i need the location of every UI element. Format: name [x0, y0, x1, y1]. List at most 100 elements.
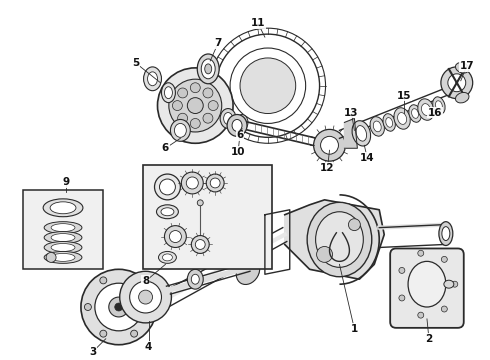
Circle shape: [178, 113, 188, 123]
Ellipse shape: [44, 242, 82, 253]
Circle shape: [181, 172, 203, 194]
Circle shape: [448, 74, 466, 92]
Circle shape: [210, 178, 220, 188]
Ellipse shape: [51, 224, 75, 231]
Ellipse shape: [44, 222, 82, 234]
Ellipse shape: [240, 58, 295, 113]
Bar: [143, 165, 272, 269]
Circle shape: [203, 113, 213, 123]
Ellipse shape: [433, 97, 445, 114]
Ellipse shape: [169, 79, 222, 132]
Ellipse shape: [456, 93, 469, 103]
Circle shape: [208, 100, 218, 111]
Circle shape: [95, 283, 143, 331]
Circle shape: [100, 277, 107, 284]
Ellipse shape: [216, 34, 319, 137]
Circle shape: [320, 136, 339, 154]
Circle shape: [314, 129, 345, 161]
Text: 13: 13: [344, 108, 359, 117]
Ellipse shape: [227, 114, 247, 136]
Circle shape: [120, 271, 172, 323]
Text: 10: 10: [231, 147, 245, 157]
Ellipse shape: [418, 99, 434, 120]
Ellipse shape: [307, 202, 372, 277]
Ellipse shape: [421, 104, 431, 116]
Ellipse shape: [383, 114, 395, 131]
Circle shape: [46, 252, 56, 262]
Text: 16: 16: [428, 108, 442, 117]
Circle shape: [131, 330, 138, 337]
Ellipse shape: [205, 64, 212, 74]
Circle shape: [81, 269, 156, 345]
Circle shape: [206, 174, 224, 192]
Ellipse shape: [161, 208, 174, 216]
Circle shape: [165, 226, 186, 247]
Ellipse shape: [239, 118, 245, 127]
Ellipse shape: [373, 121, 381, 132]
Ellipse shape: [397, 113, 407, 125]
Ellipse shape: [162, 83, 175, 103]
Ellipse shape: [165, 87, 172, 99]
Ellipse shape: [408, 261, 446, 307]
Ellipse shape: [237, 262, 259, 280]
Ellipse shape: [316, 212, 363, 267]
Circle shape: [159, 179, 175, 195]
Ellipse shape: [50, 202, 76, 214]
Circle shape: [190, 83, 200, 93]
Ellipse shape: [412, 109, 418, 118]
Ellipse shape: [44, 231, 82, 243]
Ellipse shape: [44, 251, 82, 264]
Ellipse shape: [394, 108, 410, 129]
Text: 7: 7: [215, 38, 222, 48]
Ellipse shape: [236, 258, 260, 284]
Ellipse shape: [386, 118, 392, 127]
Ellipse shape: [197, 54, 219, 84]
Ellipse shape: [442, 227, 450, 240]
Text: 17: 17: [460, 61, 474, 71]
Ellipse shape: [144, 67, 162, 91]
Circle shape: [348, 219, 360, 231]
Ellipse shape: [191, 274, 199, 284]
Circle shape: [154, 174, 180, 200]
Circle shape: [399, 267, 405, 273]
Circle shape: [190, 118, 200, 129]
Circle shape: [418, 312, 424, 318]
Text: 11: 11: [251, 18, 265, 28]
Text: 1: 1: [351, 324, 358, 334]
Ellipse shape: [409, 105, 421, 122]
Text: 15: 15: [397, 91, 411, 101]
Ellipse shape: [51, 234, 75, 242]
Text: 2: 2: [425, 334, 433, 344]
Circle shape: [191, 235, 209, 253]
Circle shape: [172, 100, 182, 111]
Circle shape: [139, 290, 152, 304]
Ellipse shape: [220, 109, 236, 129]
Polygon shape: [344, 118, 357, 148]
Text: 12: 12: [320, 163, 335, 173]
Ellipse shape: [230, 48, 306, 123]
Circle shape: [115, 303, 122, 311]
Ellipse shape: [43, 199, 83, 217]
Circle shape: [317, 247, 333, 262]
Ellipse shape: [236, 114, 248, 130]
Polygon shape: [285, 200, 384, 279]
FancyBboxPatch shape: [390, 248, 464, 328]
Ellipse shape: [201, 59, 215, 79]
Ellipse shape: [51, 243, 75, 251]
Text: 8: 8: [142, 276, 149, 286]
Text: 4: 4: [145, 342, 152, 352]
Text: 3: 3: [89, 347, 97, 357]
Circle shape: [84, 303, 91, 310]
Ellipse shape: [223, 113, 233, 125]
Circle shape: [452, 281, 458, 287]
Ellipse shape: [444, 280, 454, 288]
Ellipse shape: [163, 254, 172, 261]
Circle shape: [170, 230, 181, 243]
Ellipse shape: [436, 101, 442, 111]
Text: 6: 6: [162, 143, 169, 153]
Text: 9: 9: [62, 177, 70, 187]
Circle shape: [100, 330, 107, 337]
Ellipse shape: [147, 72, 157, 86]
Ellipse shape: [156, 205, 178, 219]
Circle shape: [197, 200, 203, 206]
